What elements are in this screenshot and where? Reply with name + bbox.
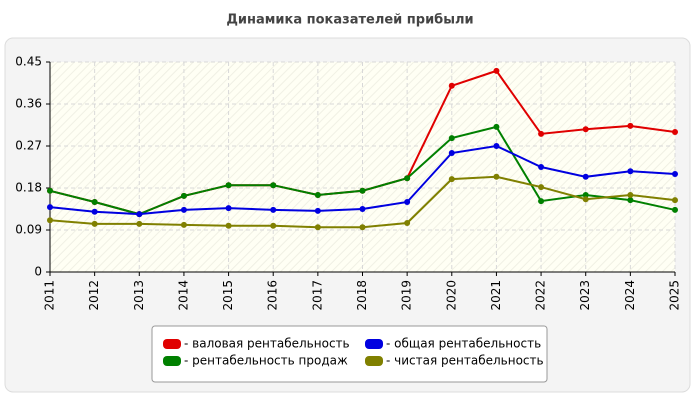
point	[672, 197, 678, 204]
y-tick-label: 0.09	[15, 223, 42, 237]
legend-swatch	[163, 356, 181, 366]
point	[404, 175, 411, 182]
point	[538, 184, 545, 191]
x-tick-label: 2013	[132, 280, 146, 311]
point	[448, 150, 455, 156]
point	[672, 171, 678, 177]
point	[314, 224, 321, 231]
point	[180, 206, 187, 213]
point	[225, 222, 232, 229]
point	[270, 182, 277, 189]
labels: 0 0.09 0.18 0.27 0.36 0.45 2011 2012 2013 2014 201…	[15, 55, 681, 311]
x-tick-label: 2020	[444, 280, 458, 311]
y-tick-label: 0	[34, 265, 42, 279]
point	[627, 122, 634, 129]
point	[270, 222, 277, 229]
point	[672, 206, 678, 213]
point	[359, 224, 366, 231]
lines	[47, 67, 678, 231]
point	[47, 187, 53, 194]
legend	[151, 325, 548, 383]
point	[359, 187, 366, 194]
point	[136, 211, 143, 218]
point	[538, 130, 545, 137]
point	[314, 207, 321, 214]
x-tick-label: 2022	[534, 280, 548, 311]
point	[448, 176, 455, 183]
point	[448, 135, 455, 142]
point	[582, 192, 589, 198]
point	[538, 198, 545, 205]
x-tick-label: 2024	[623, 280, 637, 311]
y-tick-label: 0.45	[15, 55, 42, 69]
point	[404, 220, 411, 226]
point	[91, 199, 98, 205]
point	[314, 192, 321, 198]
x-tick-label: 2018	[355, 280, 369, 311]
x-tick-label: 2017	[310, 280, 324, 311]
legend-swatch	[365, 339, 383, 349]
point	[627, 192, 634, 198]
point	[91, 220, 98, 227]
point	[359, 206, 366, 212]
point	[448, 82, 455, 89]
point	[404, 199, 411, 205]
x-tick-label: 2023	[578, 280, 592, 311]
legend-items: - валовая рентабельность - рентабельность…	[163, 337, 544, 368]
x-tick-label: 2021	[489, 280, 503, 311]
point	[493, 173, 500, 180]
point	[627, 197, 634, 204]
point	[582, 196, 589, 203]
point	[270, 206, 277, 213]
point	[538, 164, 545, 170]
x-tick-label: 2014	[176, 280, 190, 311]
point	[180, 192, 187, 199]
point	[136, 220, 143, 227]
legend-label: - чистая рентабельность	[386, 354, 544, 368]
x-tick-label: 2015	[221, 280, 235, 311]
point	[225, 205, 232, 212]
point	[493, 67, 500, 74]
legend-swatch	[163, 339, 181, 349]
legend-label: - общая рентабельность	[386, 337, 541, 351]
x-tick-label: 2019	[400, 280, 414, 311]
point	[582, 173, 589, 180]
x-tick-label: 2016	[266, 280, 280, 311]
x-tick-label: 2012	[87, 280, 101, 311]
y-tick-label: 0.27	[15, 139, 42, 153]
y-tick-label: 0.36	[15, 97, 42, 111]
x-tick-label: 2025	[668, 280, 682, 311]
y-tick-label: 0.18	[15, 181, 42, 195]
x-tick-label: 2011	[43, 280, 57, 311]
grid	[46, 61, 676, 276]
point	[672, 129, 678, 135]
legend-label: - рентабельность продаж	[184, 354, 348, 368]
point	[582, 126, 589, 133]
point	[47, 217, 53, 224]
point	[493, 143, 500, 149]
legend-swatch	[365, 356, 383, 366]
chart-title: Динамика показателей прибыли	[226, 13, 473, 28]
point	[627, 168, 634, 175]
point	[180, 221, 187, 228]
point	[47, 204, 53, 211]
point	[91, 208, 98, 215]
point	[225, 182, 232, 189]
legend-label: - валовая рентабельность	[184, 337, 350, 351]
point	[493, 123, 500, 130]
